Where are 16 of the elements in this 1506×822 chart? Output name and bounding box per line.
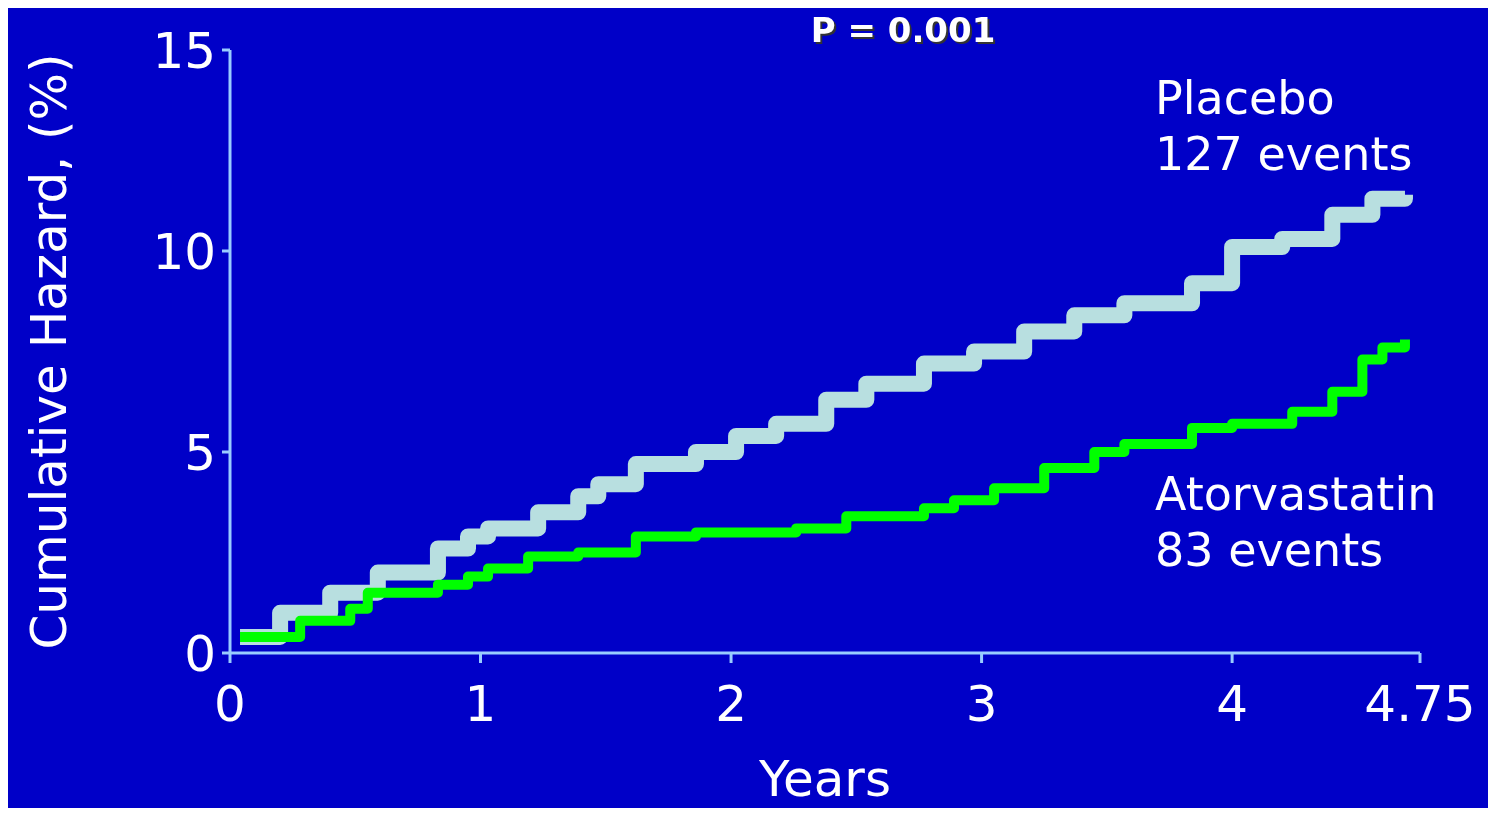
annotation: 83 events [1155, 522, 1385, 578]
annotation: P = 0.001 [810, 10, 996, 50]
x-tick-label: 4.75 [1364, 674, 1476, 733]
x-tick-label: 1 [464, 674, 497, 733]
series-label: Atorvastatin [1155, 466, 1437, 522]
y-axis-title: Cumulative Hazard, (%) [19, 53, 78, 650]
x-tick-label: 3 [965, 674, 998, 733]
y-tick-label: 0 [184, 624, 216, 683]
x-tick-label: 2 [715, 674, 747, 733]
x-tick-label: 4 [1216, 674, 1249, 733]
y-tick-label: 15 [152, 21, 216, 80]
annotation: 127 events [1155, 126, 1413, 182]
x-axis-title: Years [758, 750, 891, 808]
y-tick-label: 5 [184, 423, 216, 482]
y-tick-label: 10 [152, 222, 216, 281]
series-label: Placebo [1155, 70, 1336, 126]
